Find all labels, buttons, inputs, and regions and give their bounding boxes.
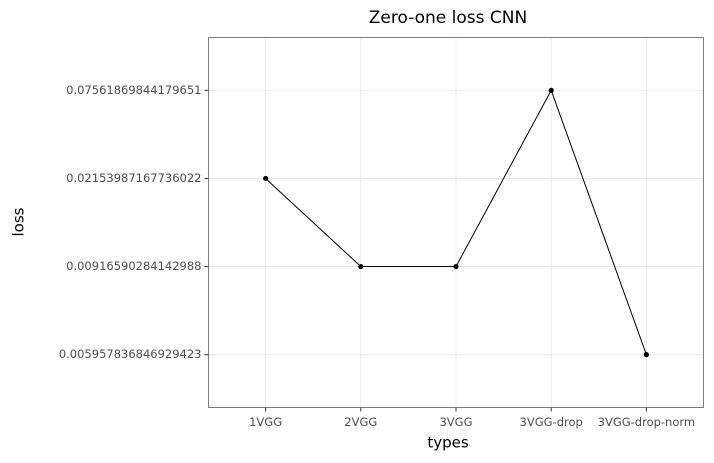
- point: [548, 87, 554, 93]
- x-tick-label: 2VGG: [344, 415, 377, 429]
- y-tick-label: 0.00916590284142988: [66, 259, 201, 273]
- chart-title: Zero-one loss CNN: [369, 8, 527, 28]
- y-tick-label: 0.005957836846929423: [59, 347, 202, 361]
- point: [643, 352, 649, 358]
- y-tick-label: 0.02153987167736022: [66, 171, 201, 185]
- x-tick-label: 3VGG-drop: [520, 415, 583, 429]
- x-tick-label: 1VGG: [249, 415, 282, 429]
- point: [358, 263, 364, 270]
- x-tick-label: 3VGG-drop-norm: [598, 415, 695, 429]
- x-axis-label: types: [427, 434, 469, 452]
- point: [453, 263, 459, 270]
- marks: [263, 87, 649, 358]
- y-axis-label: loss: [10, 207, 28, 236]
- y-tick-label: 0.07561869844179651: [66, 83, 201, 97]
- x-tick-label: 3VGG: [439, 415, 472, 429]
- point: [263, 175, 269, 182]
